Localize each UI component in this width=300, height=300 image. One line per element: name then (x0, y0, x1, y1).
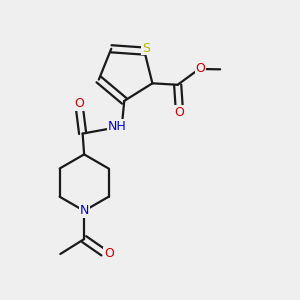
Text: NH: NH (107, 120, 126, 133)
Text: O: O (104, 248, 114, 260)
Text: O: O (75, 98, 85, 110)
Text: S: S (142, 42, 150, 55)
Text: N: N (80, 204, 89, 218)
Text: O: O (195, 62, 205, 75)
Text: O: O (174, 106, 184, 119)
